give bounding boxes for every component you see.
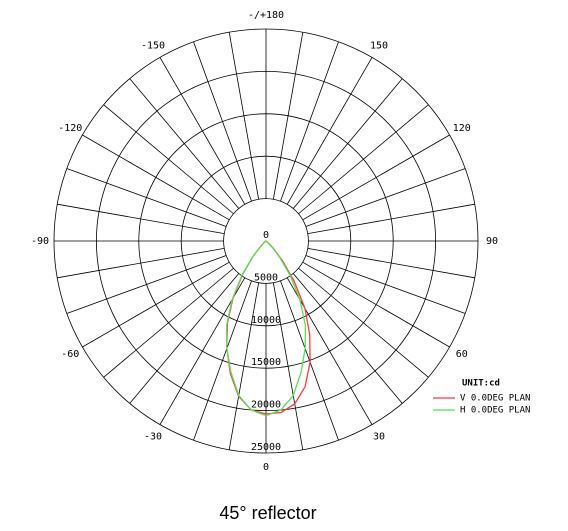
spoke xyxy=(103,267,234,378)
spoke xyxy=(129,78,240,209)
spoke xyxy=(228,282,260,450)
spoke xyxy=(159,277,246,425)
spoke xyxy=(292,78,403,209)
spoke xyxy=(280,41,339,202)
spoke xyxy=(66,255,227,314)
spoke xyxy=(193,41,252,202)
spoke xyxy=(159,57,246,205)
spoke xyxy=(57,247,225,279)
theta-tick-label: 30 xyxy=(373,432,385,443)
spoke xyxy=(286,57,373,205)
spoke xyxy=(82,134,230,221)
legend-label: H 0.0DEG PLAN xyxy=(460,406,530,416)
spoke xyxy=(302,261,450,348)
theta-tick-label: -/+180 xyxy=(248,10,284,21)
spoke xyxy=(302,134,450,221)
theta-tick-label: -90 xyxy=(31,236,49,247)
spoke xyxy=(307,203,475,235)
spoke xyxy=(298,267,429,378)
theta-tick-label: 60 xyxy=(456,349,468,360)
theta-tick-label: 90 xyxy=(486,236,498,247)
spoke xyxy=(298,104,429,215)
spoke xyxy=(307,247,475,279)
r-tick-label: 0 xyxy=(263,230,269,241)
spoke xyxy=(305,255,466,314)
caption: 45° reflector xyxy=(219,503,316,523)
spoke xyxy=(228,32,260,200)
spoke xyxy=(193,280,252,441)
theta-tick-label: 150 xyxy=(370,40,388,51)
spoke xyxy=(272,282,304,450)
theta-tick-label: -120 xyxy=(58,123,82,134)
spoke xyxy=(103,104,234,215)
legend-title: UNIT:cd xyxy=(462,379,500,389)
theta-tick-label: 120 xyxy=(453,123,471,134)
spoke xyxy=(129,273,240,404)
spoke xyxy=(66,168,227,227)
theta-tick-label: -150 xyxy=(141,40,165,51)
spoke xyxy=(82,261,230,348)
legend-label: V 0.0DEG PLAN xyxy=(460,394,530,404)
theta-tick-label: 0 xyxy=(263,462,269,473)
spoke xyxy=(272,32,304,200)
theta-tick-label: -60 xyxy=(61,349,79,360)
spoke xyxy=(57,203,225,235)
r-tick-label: 5000 xyxy=(254,272,278,283)
spoke xyxy=(305,168,466,227)
intensity-curve xyxy=(225,240,307,417)
spoke xyxy=(292,273,403,404)
theta-tick-label: -30 xyxy=(144,432,162,443)
spoke xyxy=(286,277,373,425)
